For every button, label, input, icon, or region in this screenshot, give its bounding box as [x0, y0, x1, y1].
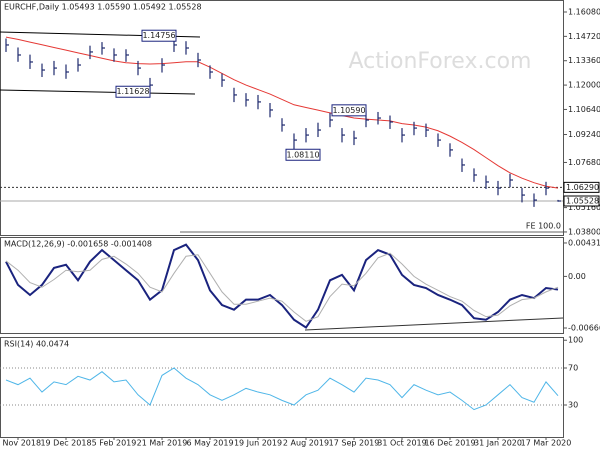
macd-trend-line: [304, 317, 564, 331]
y-tick-label: 1.13360: [568, 56, 600, 65]
y-tick-label: 100: [568, 336, 583, 345]
y-tick-label: 1.16080: [568, 8, 600, 17]
y-tick-label: 30: [568, 400, 578, 409]
annotation-box: [115, 85, 151, 98]
x-tick-label: 31 Jan 2020: [474, 439, 522, 448]
x-tick-label: 21 Mar 2019: [137, 439, 188, 448]
x-tick-label: 5 Nov 2018: [0, 439, 41, 448]
x-tick-label: 16 Dec 2019: [424, 439, 475, 448]
x-tick-label: 2 Aug 2019: [283, 439, 329, 448]
rsi-panel: [0, 337, 564, 438]
macd-title: MACD(12,26,9) -0.001658 -0.001408: [4, 240, 152, 249]
fe-label: FE 100.0: [526, 221, 561, 230]
y-tick-label: 0.004319: [568, 238, 600, 247]
annotation-label: 1.14756: [142, 31, 175, 40]
annotation-box: [141, 29, 177, 42]
y-tick-label: 1.07680: [568, 158, 600, 167]
x-tick-label: 17 Sep 2019: [329, 439, 380, 448]
price-label: 1.05528: [566, 197, 599, 206]
y-tick-label: 1.03800: [568, 227, 600, 236]
x-tick-label: 17 Mar 2020: [521, 439, 572, 448]
y-tick-label: 1.14720: [568, 32, 600, 41]
annotation-label: 1.10590: [332, 106, 365, 115]
series-line: [5, 36, 559, 189]
annotation-label: 1.11628: [116, 87, 149, 96]
y-tick-label: 70: [568, 363, 578, 372]
annotation-box: [331, 104, 367, 117]
x-tick-label: 19 Dec 2018: [40, 439, 91, 448]
macd-panel: [0, 237, 564, 334]
watermark: ActionForex.com: [349, 49, 532, 74]
series-line: [5, 252, 559, 322]
chart-title: EURCHF,Daily 1.05493 1.05590 1.05492 1.0…: [4, 3, 202, 12]
y-tick-label: 1.09240: [568, 130, 600, 139]
y-tick-label: 1.12000: [568, 81, 600, 90]
rsi-title: RSI(14) 40.0474: [4, 340, 69, 349]
annotation-box: [285, 148, 321, 161]
x-tick-label: 6 May 2019: [186, 439, 233, 448]
y-tick-label: -0.006663: [568, 323, 600, 332]
price-label-box: [563, 195, 600, 207]
y-tick-label: 0.00: [568, 272, 586, 281]
price-label: 1.06290: [566, 183, 599, 192]
y-tick-label: 1.10640: [568, 105, 600, 114]
y-tick-label: 1.05160: [568, 203, 600, 212]
x-tick-label: 31 Oct 2019: [377, 439, 426, 448]
price-label-box: [563, 181, 600, 193]
x-tick-label: 19 Jun 2019: [234, 439, 282, 448]
x-tick-label: 5 Feb 2019: [92, 439, 137, 448]
annotation-label: 1.08110: [286, 150, 319, 159]
price-panel: [0, 0, 564, 236]
series-line: [5, 243, 559, 329]
series-line: [5, 367, 559, 411]
trend-line: [0, 89, 196, 95]
